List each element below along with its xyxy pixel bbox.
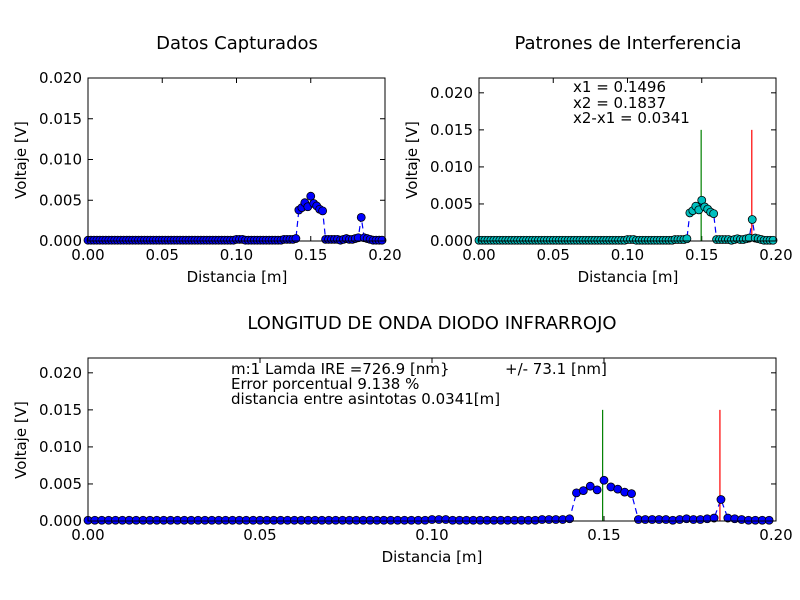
data-point — [565, 514, 574, 524]
x-tick-label: 0.00 — [462, 246, 495, 264]
y-tick-label: 0.015 — [39, 401, 82, 419]
axis-ticks: 0.00 0.05 0.10 0.15 0.20 0.000 0.005 0.010 0.015… — [39, 69, 402, 264]
y-tick-label: 0.000 — [39, 232, 82, 250]
x-tick-label: 0.10 — [611, 246, 644, 264]
data-point — [306, 191, 316, 201]
x-tick-label: 0.05 — [146, 246, 179, 264]
y-tick-label: 0.005 — [430, 195, 473, 213]
data-point — [578, 486, 588, 496]
annotation-distance: distancia entre asintotas 0.0341[m] — [231, 390, 500, 408]
series-line — [479, 198, 774, 241]
annotation-x1: x1 = 0.1496 — [573, 78, 666, 96]
panel-longitud-onda: LONGITUD DE ONDA DIODO INFRARROJO Distan… — [12, 313, 793, 566]
data-point — [377, 235, 387, 245]
y-axis-label: Voltaje [V] — [12, 121, 30, 199]
y-tick-label: 0.000 — [430, 232, 473, 250]
x-tick-label: 0.15 — [685, 246, 718, 264]
x-tick-label: 0.15 — [294, 246, 327, 264]
x-tick-label: 0.10 — [220, 246, 253, 264]
data-point — [764, 515, 774, 525]
data-marks — [83, 409, 774, 525]
y-tick-label: 0.015 — [430, 121, 473, 139]
annotation-lambda: m:1 Lamda IRE =726.9 [nm} — [231, 360, 450, 378]
x-tick-label: 0.00 — [71, 246, 104, 264]
x-tick-label: 0.00 — [71, 526, 104, 544]
data-marks — [83, 191, 387, 245]
x-tick-label: 0.10 — [415, 526, 448, 544]
series-line — [88, 194, 383, 241]
y-axis-label: Voltaje [V] — [12, 401, 30, 479]
chart-title: LONGITUD DE ONDA DIODO INFRARROJO — [247, 313, 616, 334]
annotation-uncertainty: +/- 73.1 [nm] — [505, 360, 607, 378]
data-point — [682, 234, 692, 244]
chart-title: Patrones de Interferencia — [514, 33, 741, 54]
x-tick-label: 0.15 — [587, 526, 620, 544]
axis-ticks: 0.00 0.05 0.10 0.15 0.20 0.000 0.005 0.010 0.015… — [39, 358, 793, 544]
x-tick-label: 0.20 — [759, 246, 792, 264]
data-point — [716, 495, 726, 504]
data-point — [747, 215, 757, 224]
y-tick-label: 0.020 — [430, 84, 473, 102]
x-tick-label: 0.05 — [537, 246, 570, 264]
data-point — [768, 235, 778, 245]
data-marks — [474, 129, 778, 245]
x-tick-label: 0.05 — [243, 526, 276, 544]
data-point — [709, 513, 719, 523]
y-tick-label: 0.010 — [430, 158, 473, 176]
panel-patrones-interferencia: Patrones de Interferencia Distancia [m] … — [403, 33, 793, 286]
data-point — [318, 206, 328, 216]
x-tick-label: 0.20 — [759, 526, 792, 544]
annotation-error: Error porcentual 9.138 % — [231, 375, 419, 393]
data-point — [599, 475, 609, 485]
chart-title: Datos Capturados — [156, 33, 318, 54]
x-axis-label: Distancia [m] — [382, 548, 483, 566]
data-point — [356, 212, 366, 222]
x-tick-label: 0.20 — [368, 246, 401, 264]
plot-frame — [478, 77, 777, 242]
axis-ticks: 0.00 0.05 0.10 0.15 0.20 0.000 0.005 0.010 0.015… — [430, 78, 793, 264]
annotation-x2-minus-x1: x2-x1 = 0.0341 — [573, 109, 690, 127]
y-tick-label: 0.005 — [39, 191, 82, 209]
panel-datos-capturados: Datos Capturados Distancia [m] Voltaje [… — [12, 33, 402, 286]
series-line — [88, 479, 770, 521]
x-axis-label: Distancia [m] — [578, 268, 679, 286]
y-tick-label: 0.020 — [39, 364, 82, 382]
plot-frame — [87, 77, 386, 242]
y-tick-label: 0.020 — [39, 69, 82, 87]
y-tick-label: 0.005 — [39, 475, 82, 493]
data-point — [709, 209, 719, 218]
annotation-x2: x2 = 0.1837 — [573, 94, 666, 112]
y-tick-label: 0.000 — [39, 512, 82, 530]
data-point — [592, 485, 602, 495]
plot-frame — [87, 357, 777, 522]
y-axis-label: Voltaje [V] — [403, 121, 421, 199]
x-axis-label: Distancia [m] — [187, 268, 288, 286]
y-tick-label: 0.015 — [39, 110, 82, 128]
y-tick-label: 0.010 — [39, 151, 82, 169]
data-point — [585, 481, 595, 491]
y-tick-label: 0.010 — [39, 438, 82, 456]
data-point — [627, 489, 636, 498]
